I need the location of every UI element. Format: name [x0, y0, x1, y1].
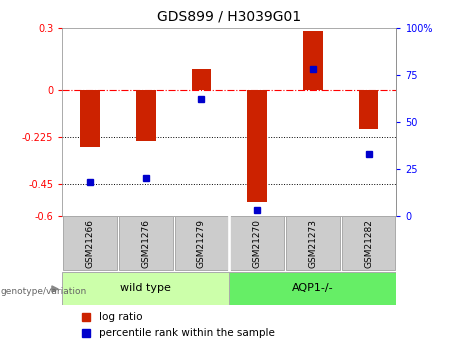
FancyBboxPatch shape — [229, 272, 396, 305]
Bar — [80, 90, 100, 147]
Bar — [359, 90, 378, 129]
Text: GSM21279: GSM21279 — [197, 219, 206, 268]
Text: GSM21273: GSM21273 — [308, 219, 318, 268]
Text: wild type: wild type — [120, 283, 171, 293]
Title: GDS899 / H3039G01: GDS899 / H3039G01 — [157, 10, 301, 24]
Bar — [192, 69, 211, 90]
FancyBboxPatch shape — [342, 216, 396, 270]
Text: GSM21270: GSM21270 — [253, 219, 262, 268]
Bar — [303, 31, 323, 90]
FancyBboxPatch shape — [63, 216, 117, 270]
Bar — [136, 90, 155, 141]
FancyBboxPatch shape — [62, 272, 229, 305]
Text: percentile rank within the sample: percentile rank within the sample — [99, 328, 275, 338]
Text: GSM21282: GSM21282 — [364, 219, 373, 268]
FancyBboxPatch shape — [230, 216, 284, 270]
Text: AQP1-/-: AQP1-/- — [292, 283, 334, 293]
FancyBboxPatch shape — [119, 216, 172, 270]
Text: log ratio: log ratio — [99, 312, 142, 322]
FancyBboxPatch shape — [286, 216, 340, 270]
Text: genotype/variation: genotype/variation — [1, 287, 87, 296]
Text: GSM21276: GSM21276 — [141, 219, 150, 268]
FancyBboxPatch shape — [175, 216, 228, 270]
Text: GSM21266: GSM21266 — [86, 219, 95, 268]
Bar — [248, 90, 267, 202]
